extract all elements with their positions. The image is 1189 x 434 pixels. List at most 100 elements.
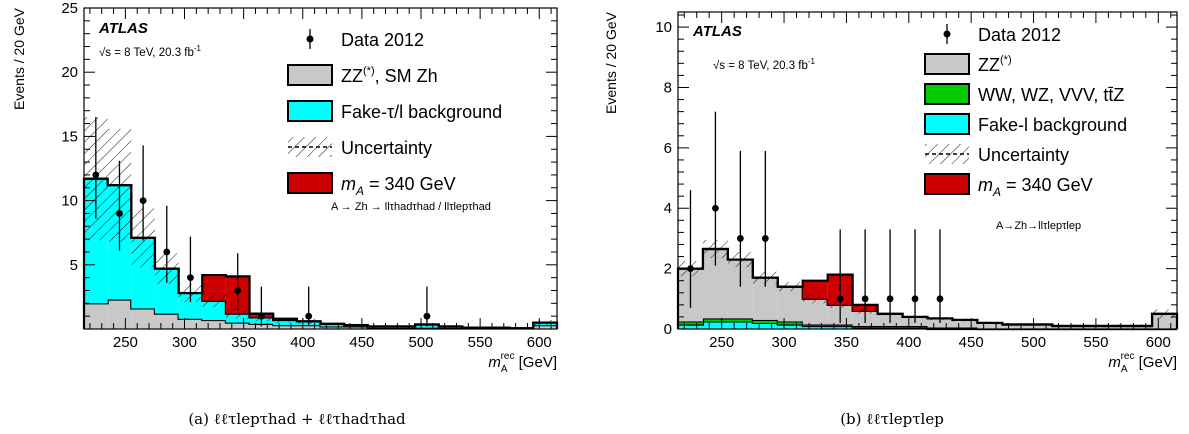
bar-zz	[977, 322, 1003, 329]
bar-fake	[702, 321, 728, 329]
legend-swatch-fake	[287, 100, 333, 122]
legend-swatch-signal	[924, 173, 970, 195]
energy-label: √s = 8 TeV, 20.3 fb-1	[99, 44, 202, 59]
plot-frame	[677, 11, 1178, 330]
y-tick-label: 25	[61, 0, 78, 17]
y-tick-label: 0	[664, 321, 672, 338]
bar-zz	[1027, 324, 1053, 329]
uncertainty-band	[273, 317, 297, 323]
bar-zz	[178, 318, 203, 329]
legend-label-signal: mA = 340 GeV	[978, 175, 1093, 199]
legend-label-signal: mA = 340 GeV	[341, 174, 456, 198]
uncertainty-band	[344, 323, 368, 327]
data-point	[92, 171, 100, 179]
legend-label-zz: ZZ(*)	[978, 54, 1012, 75]
bar-zz	[533, 325, 557, 329]
legend-swatch-zz	[287, 64, 333, 86]
legend-label-unc: Uncertainty	[978, 145, 1069, 165]
x-tick-label: 450	[349, 334, 374, 351]
data-point	[911, 295, 919, 303]
legend-data-marker	[943, 30, 951, 38]
data-point	[936, 295, 944, 303]
x-tick-label: 250	[113, 334, 138, 351]
x-tick-label: 350	[834, 334, 859, 351]
uncertainty-band	[320, 322, 345, 326]
bar-zz	[273, 325, 297, 329]
x-tick-label: 300	[772, 334, 797, 351]
uncertainty-band	[202, 294, 226, 308]
uncertainty-band	[1102, 324, 1128, 328]
uncertainty-band	[391, 325, 416, 328]
panel-b: 250 300 350 400 450 500 550 600 0 2 4 6 8 10 Events / …	[595, 0, 1189, 434]
data-point	[687, 265, 694, 273]
channel-label: A → Zh → llτhadτhad / llτlepτhad	[331, 201, 491, 213]
bar-zz	[777, 286, 803, 322]
y-tick-label: 4	[664, 200, 672, 217]
legend-label-fake: Fake-τ/l background	[341, 102, 502, 122]
data-point	[234, 287, 242, 294]
x-tick-label: 400	[896, 334, 921, 351]
uncertainty-band	[367, 325, 392, 328]
data-point	[736, 235, 744, 242]
data-point	[257, 312, 265, 320]
bar-fake	[827, 325, 853, 329]
data-point	[305, 312, 313, 320]
uncertainty-band	[1127, 324, 1153, 328]
legend-swatch-fake	[924, 113, 970, 135]
y-tick-label: 2	[664, 261, 672, 278]
bar-zz	[84, 303, 108, 329]
bar-zz	[344, 326, 368, 329]
bar-zz	[131, 308, 155, 329]
x-tick-label: 250	[709, 334, 734, 351]
uncertainty-band	[509, 327, 534, 329]
bar-zz	[107, 299, 132, 329]
bar-zz	[1002, 324, 1028, 329]
uncertainty-band	[486, 327, 510, 329]
legend-label-data: Data 2012	[341, 30, 424, 50]
energy-label: √s = 8 TeV, 20.3 fb-1	[713, 57, 816, 72]
bar-fake	[727, 321, 753, 329]
plot-frame	[83, 7, 558, 330]
x-tick-label: 550	[1083, 334, 1108, 351]
x-tick-label: 350	[231, 334, 256, 351]
legend-data-marker	[306, 35, 314, 43]
legend-label-fake: Fake-l background	[978, 115, 1127, 135]
bar-zz	[225, 322, 250, 329]
x-axis-label: mArec [GeV]	[488, 351, 557, 375]
caption-a: (a) ℓℓτlepτhad + ℓℓτhadτhad	[188, 410, 406, 428]
x-tick-label: 500	[408, 334, 433, 351]
legend-swatch-signal	[287, 172, 333, 194]
atlas-label: ATLAS	[98, 20, 148, 37]
y-axis-label: Events / 20 GeV	[11, 7, 27, 110]
x-tick-label: 600	[527, 334, 552, 351]
x-tick-label: 300	[172, 334, 197, 351]
x-tick-label: 500	[1021, 334, 1046, 351]
legend-swatch-zz	[924, 53, 970, 75]
data-point	[886, 295, 894, 303]
x-tick-label: 450	[959, 334, 984, 351]
y-tick-label: 10	[655, 19, 672, 36]
bar-zz	[154, 313, 179, 329]
data-point	[139, 197, 147, 205]
y-tick-label: 8	[664, 79, 672, 96]
data-point	[712, 204, 719, 212]
uncertainty-band	[777, 282, 803, 292]
bar-fake	[320, 323, 345, 327]
data-point	[187, 274, 194, 282]
uncertainty-band	[1077, 324, 1103, 328]
x-axis-label: mArec [GeV]	[1108, 351, 1177, 375]
x-tick-label: 600	[1146, 334, 1171, 351]
y-tick-label: 6	[664, 140, 672, 157]
legend-label-data: Data 2012	[978, 25, 1061, 45]
uncertainty-band	[462, 327, 487, 329]
uncertainty-band	[438, 325, 463, 328]
uncertainty-band	[802, 294, 828, 304]
legend-label-zz: ZZ(*), SM Zh	[341, 65, 438, 86]
data-point	[761, 235, 769, 242]
uncertainty-band	[1052, 324, 1078, 328]
legend-swatch-ww	[924, 83, 970, 105]
bar-ww	[702, 318, 728, 322]
bar-zz	[296, 325, 321, 329]
bar-fake	[752, 322, 778, 329]
legend-label-ww: WW, WZ, VVV, tt̄Z	[978, 85, 1124, 105]
